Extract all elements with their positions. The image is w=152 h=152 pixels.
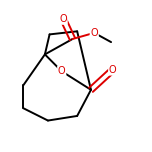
Text: O: O <box>90 28 98 38</box>
Text: O: O <box>109 65 117 75</box>
Text: O: O <box>59 14 67 24</box>
Text: O: O <box>58 66 66 76</box>
